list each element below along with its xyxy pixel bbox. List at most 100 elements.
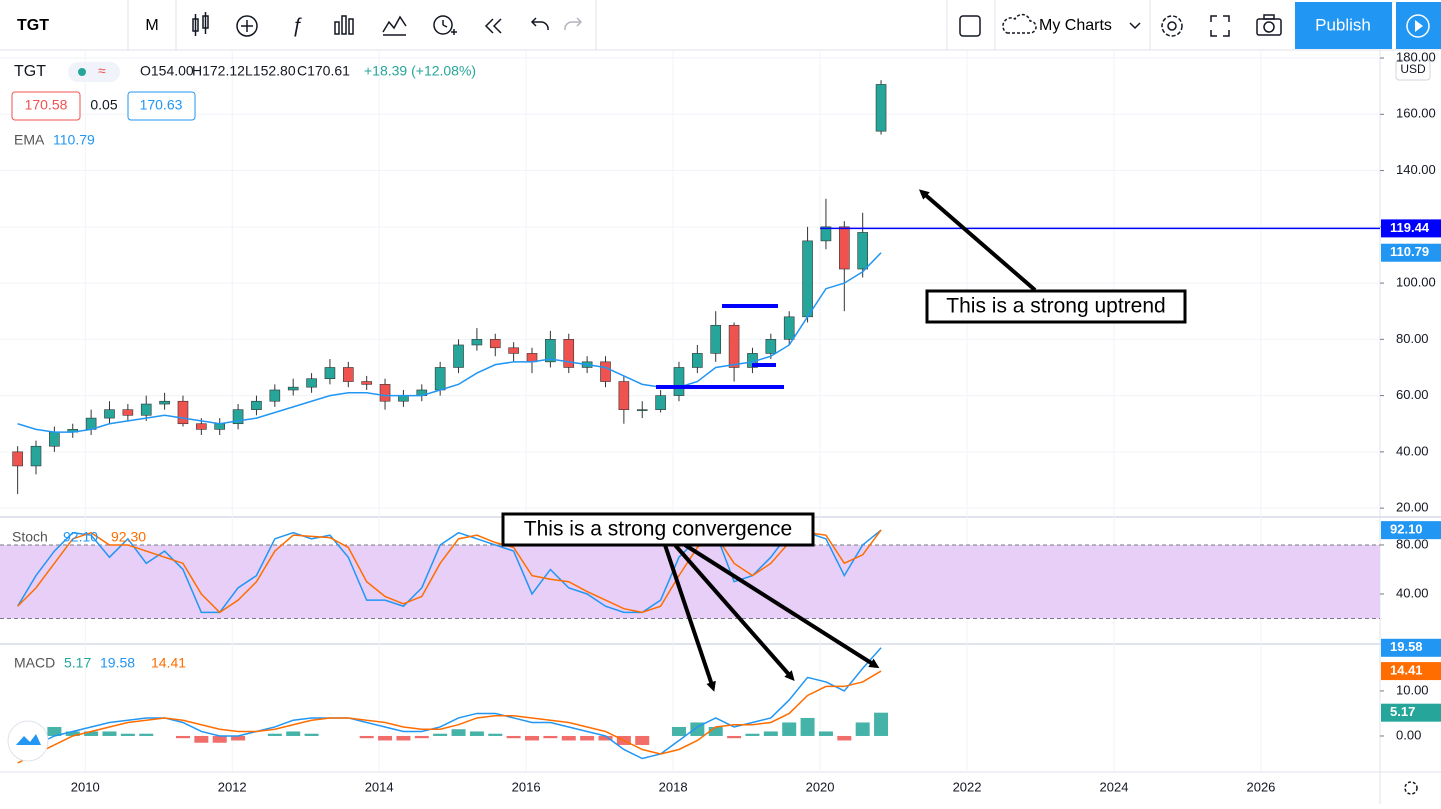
histogram-bar [359,735,374,739]
screenshot-button[interactable] [1256,14,1282,36]
histogram-bar [469,731,484,736]
x-tick-label: 2012 [218,779,247,794]
y-tick-label: 160.00 [1396,106,1436,121]
y-tick-label: 0.00 [1396,727,1421,742]
settings-button[interactable] [1161,15,1183,37]
y-tick-label: 40.00 [1396,585,1429,600]
candle-body [434,367,446,391]
macd-legend: MACD [14,655,55,671]
signal-price-label: 14.41 [1390,663,1423,678]
histogram-bar [433,733,448,736]
candle-body [232,409,244,425]
candle-body [728,324,740,368]
candle-body [802,240,813,318]
histogram-bar [84,731,99,736]
axis-settings[interactable] [1404,781,1418,795]
histogram-bar [635,735,650,745]
candle-body [655,395,666,410]
ema-line [17,252,882,433]
candle-body [214,423,226,430]
histogram-bar [175,735,190,739]
legend-close: C170.61 [297,63,350,79]
histogram-price-label: 5.17 [1390,704,1415,719]
histogram-bar [194,735,209,743]
histogram-bar [800,717,815,736]
data-status: ≈ [98,63,106,79]
sell-button[interactable] [11,91,81,121]
candle-body [287,386,299,391]
candle-body [30,445,42,467]
macd-price-label-bg [1381,638,1441,657]
x-tick-label: 2010 [71,779,100,794]
legend-symbol: TGT [14,63,46,80]
candle-body [398,395,409,402]
redo-button[interactable] [564,17,583,31]
play-icon [1415,20,1423,32]
annotation-arrow [683,543,880,669]
bid[interactable]: 170.58 [25,97,68,113]
dropdown-icon[interactable] [1129,22,1141,30]
histogram-bar [782,722,797,736]
candle-body [710,324,722,354]
macd-line [17,647,882,760]
candle-body [122,409,134,416]
histogram-bar [414,735,429,739]
layout-name[interactable]: My Charts [1039,17,1112,34]
histogram-price-label-bg [1381,703,1441,722]
candle-body [765,339,777,354]
undo-button[interactable] [530,17,549,31]
candle-body [324,367,336,380]
plot [10,80,1380,764]
macd-line [17,670,882,764]
y-tick-label: 20.00 [1396,500,1429,515]
compare-button[interactable] [236,15,258,37]
macd-price-label: 19.58 [1390,639,1423,654]
alert-button[interactable] [433,15,457,35]
annotation-box [925,289,1187,324]
stoch-price-label: 92.10 [1390,522,1423,537]
interval-button[interactable]: M [145,17,158,34]
market-status [78,68,86,76]
histogram-bar [304,733,319,736]
x-tick-label: 2016 [512,779,541,794]
alert-chart-button[interactable] [382,15,407,36]
buy-button[interactable] [127,91,196,121]
layout-button[interactable] [959,15,981,37]
stoch-line [17,529,882,614]
ema-legend: EMA [14,132,45,148]
annotation-arrow [673,543,795,682]
grid [0,51,1380,772]
histogram-bar [139,733,154,736]
candle-body [12,451,23,467]
ema-price-label: 110.79 [1390,244,1429,259]
annotation-arrow [918,189,1037,292]
candle-body [104,409,115,419]
ask[interactable]: 170.63 [140,97,183,113]
macd-signal-value: 14.41 [151,655,186,671]
indicators-button[interactable]: ƒ [291,14,302,36]
candle-body [820,226,832,242]
chart-type-button[interactable] [192,12,209,36]
fullscreen-button[interactable] [1210,15,1230,37]
histogram-bar [396,735,411,741]
publish-button[interactable] [1295,2,1392,49]
currency-badge[interactable] [1395,59,1431,81]
play-icon [1406,14,1430,38]
toolbar [0,0,1441,50]
y-tick-label: 100.00 [1396,275,1436,290]
symbol-button[interactable]: TGT [17,17,49,34]
candle-body [196,423,207,430]
templates-button[interactable] [334,15,354,35]
histogram-bar [818,731,833,736]
histogram-bar [451,729,466,736]
histogram-bar [378,735,393,741]
price-line-label: 119.44 [1390,220,1430,235]
spread: 0.05 [90,97,117,113]
y-tick-label: 180.00 [1396,49,1436,64]
stoch-line [16,529,882,614]
candle-body [49,431,60,447]
publish-label[interactable]: Publish [1315,15,1371,34]
stoch-band [0,544,1380,619]
replay-button[interactable] [484,18,502,34]
histogram-bar [506,735,521,739]
